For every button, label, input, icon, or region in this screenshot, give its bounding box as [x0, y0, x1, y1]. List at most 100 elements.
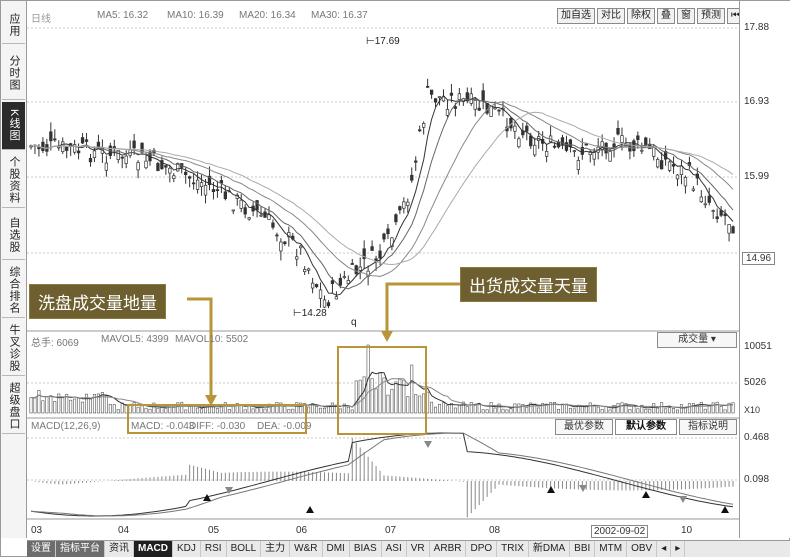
volume-bar [430, 401, 434, 414]
window-button[interactable]: 窗 [677, 8, 695, 24]
tab-kdj[interactable]: KDJ [173, 541, 201, 557]
candle-body [481, 90, 485, 101]
macd-line [30, 432, 734, 517]
tab-dpo[interactable]: DPO [466, 541, 498, 557]
candle-body [422, 123, 426, 128]
forecast-button[interactable]: 预测 [697, 8, 725, 24]
candle-body [271, 222, 275, 228]
tab-mtm[interactable]: MTM [595, 541, 628, 557]
candlestick-series [29, 78, 735, 309]
tab-main-force[interactable]: 主力 [261, 541, 291, 557]
volume-bar [81, 401, 85, 414]
volume-bar [215, 408, 219, 414]
volume-bar [279, 402, 283, 414]
candle-body [517, 138, 521, 148]
arrow-down-icon [225, 487, 233, 494]
volume-bar [461, 401, 465, 414]
tab-boll[interactable]: BOLL [227, 541, 262, 557]
volume-bar [557, 408, 561, 414]
tab-vr[interactable]: VR [407, 541, 430, 557]
volume-bar [723, 409, 727, 414]
nav-kline[interactable]: K线图 [2, 102, 25, 150]
candle-body [449, 92, 454, 96]
candle-body [703, 203, 707, 206]
candle-body [683, 177, 688, 187]
arrow-down-icon [424, 441, 432, 448]
tab-new-dma[interactable]: 新DMA [529, 541, 571, 557]
tab-arbr[interactable]: ARBR [430, 541, 467, 557]
candle-body [731, 226, 735, 234]
tab-obv[interactable]: OBV [627, 541, 658, 557]
candle-body [295, 256, 299, 260]
candle-body [552, 145, 557, 148]
volume-bar [132, 402, 136, 414]
tab-rsi[interactable]: RSI [201, 541, 227, 557]
candle-body [279, 241, 283, 252]
tab-scroll-left-icon[interactable]: ◂ [657, 541, 672, 557]
tab-scroll-right-icon[interactable]: ▸ [671, 541, 686, 557]
nav-watchlist[interactable]: 自选股 [2, 210, 25, 260]
nav-ranking[interactable]: 综合排名 [2, 262, 25, 318]
candle-body [191, 182, 196, 185]
candle-body [132, 140, 136, 149]
candle-body [485, 102, 489, 114]
nav-app[interactable]: 应用 [2, 6, 25, 44]
arrow-up-icon [306, 506, 314, 513]
volume-bar [445, 405, 449, 414]
volume-bar [660, 402, 664, 414]
tab-macd[interactable]: MACD [134, 541, 173, 557]
candle-body [699, 196, 703, 203]
candle-body [76, 150, 81, 154]
exright-button[interactable]: 除权 [627, 8, 655, 24]
volume-bar [664, 408, 668, 414]
price-tick: 17.88 [744, 22, 770, 33]
overlay-button[interactable]: 叠 [657, 8, 675, 24]
indicator-select[interactable]: 成交量 ▾ [657, 332, 737, 348]
best-params-button[interactable]: 最优参数 [555, 419, 613, 435]
tab-dmi[interactable]: DMI [323, 541, 350, 557]
volume-bar [291, 408, 295, 414]
candle-body [362, 248, 366, 260]
volume-bar [319, 407, 323, 414]
volume-bar [77, 397, 81, 414]
volume-bar [136, 406, 140, 414]
candle-body [592, 151, 596, 160]
chart-toolbar: 加自选 对比 除权 叠 窗 预测 ⏮ ▾ [557, 8, 760, 24]
candle-body [640, 149, 644, 152]
volume-bar [148, 408, 152, 414]
nav-diagnosis[interactable]: 牛叉诊股 [2, 320, 25, 376]
nav-super-handicap[interactable]: 超级盘口 [2, 378, 25, 434]
candle-body [707, 195, 711, 203]
candle-body [600, 141, 604, 150]
tab-settings[interactable]: 设置 [27, 541, 56, 557]
tab-asi[interactable]: ASI [382, 541, 407, 557]
compare-button[interactable]: 对比 [597, 8, 625, 24]
volume-bar [374, 388, 378, 414]
add-watchlist-button[interactable]: 加自选 [557, 8, 595, 24]
tab-bias[interactable]: BIAS [350, 541, 382, 557]
candle-body [275, 234, 279, 237]
candle-body [572, 150, 577, 153]
default-params-button[interactable]: 默认参数 [615, 419, 677, 435]
nav-timeshare[interactable]: 分时图 [2, 46, 25, 100]
tab-indicator-platform[interactable]: 指标平台 [56, 541, 105, 557]
indicator-help-button[interactable]: 指标说明 [679, 419, 737, 435]
diff-value: DIFF: -0.030 [189, 421, 246, 432]
volume-bar [156, 407, 160, 414]
volume-bar [600, 409, 604, 414]
candle-body [453, 106, 458, 109]
volume-bar [592, 405, 596, 414]
volume-bar [668, 407, 672, 414]
volume-bar [342, 403, 346, 414]
volume-bar [330, 402, 334, 414]
volume-bar [29, 397, 33, 414]
candle-body [334, 296, 339, 300]
tab-wr[interactable]: W&R [290, 541, 323, 557]
macd-arrows [203, 441, 729, 513]
volume-bar [679, 404, 683, 414]
tab-bbi[interactable]: BBI [570, 541, 596, 557]
candle-body [425, 85, 430, 88]
tab-trix[interactable]: TRIX [497, 541, 529, 557]
tab-news[interactable]: 资讯 [105, 541, 134, 557]
nav-stock-info[interactable]: 个股资料 [2, 152, 25, 208]
